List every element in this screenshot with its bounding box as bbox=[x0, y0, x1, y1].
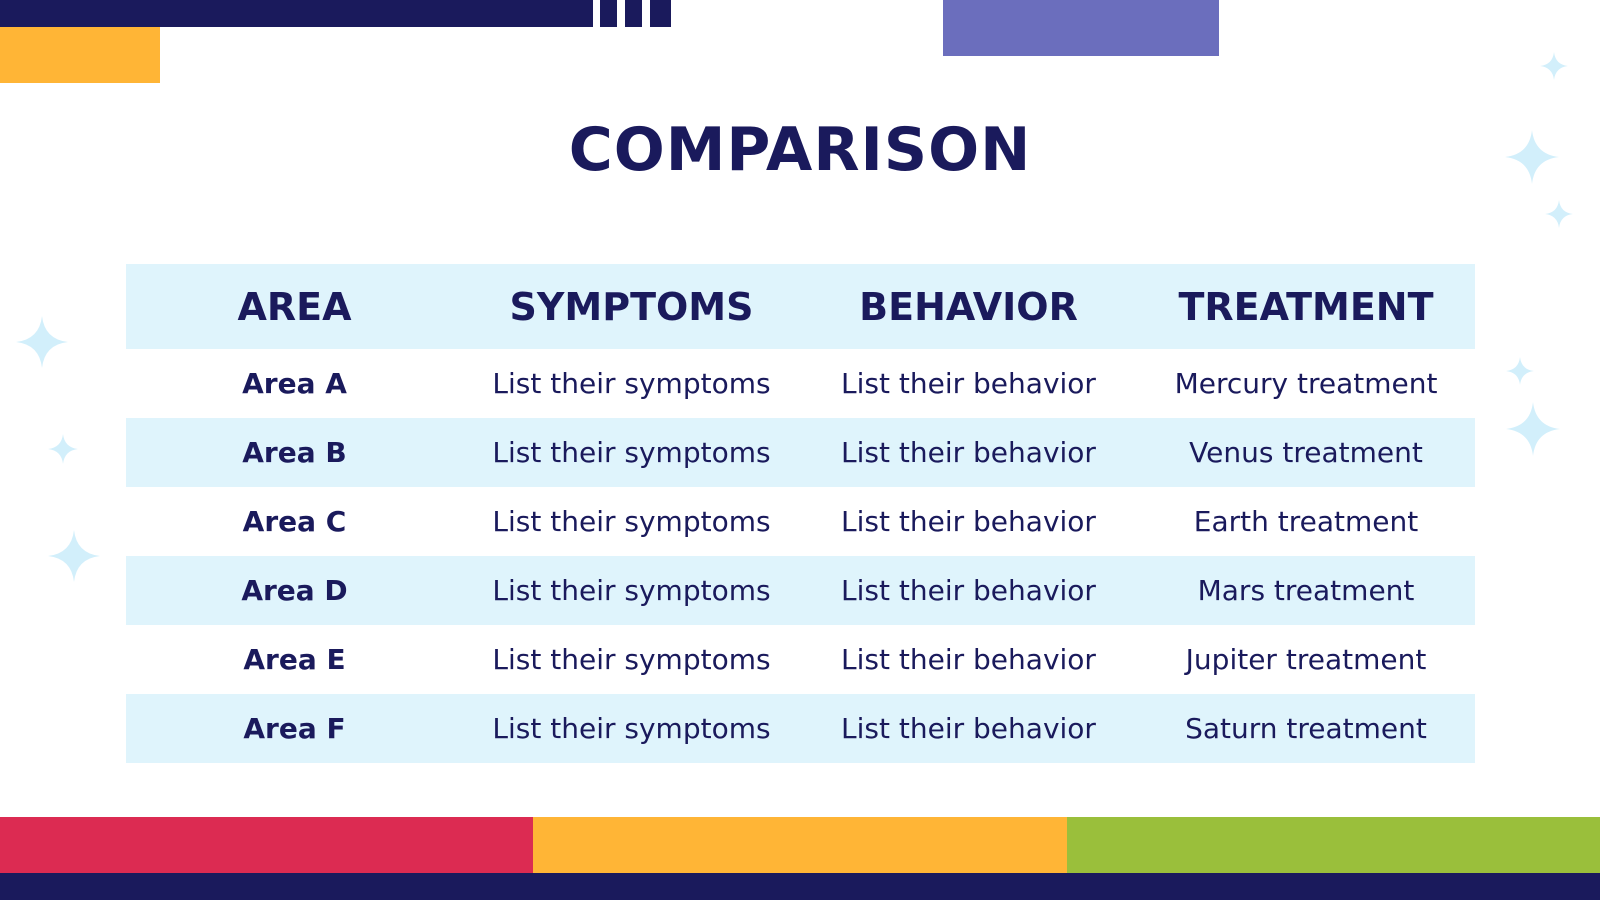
symptoms-cell: List their symptoms bbox=[492, 643, 771, 676]
treatment-cell: Mars treatment bbox=[1197, 574, 1415, 607]
top-orange-block bbox=[0, 27, 160, 83]
bottom-red-stripe bbox=[0, 817, 533, 873]
sparkle-icon bbox=[1545, 200, 1573, 228]
table-row: Area B List their symptoms List their be… bbox=[126, 418, 1475, 487]
sparkle-icon bbox=[48, 530, 100, 582]
treatment-cell: Venus treatment bbox=[1189, 436, 1423, 469]
header-area: AREA bbox=[237, 284, 352, 329]
table-row: Area E List their symptoms List their be… bbox=[126, 625, 1475, 694]
behavior-cell: List their behavior bbox=[841, 436, 1096, 469]
bottom-green-stripe bbox=[1067, 817, 1600, 873]
bottom-orange-stripe bbox=[533, 817, 1067, 873]
area-cell: Area F bbox=[243, 712, 346, 745]
symptoms-cell: List their symptoms bbox=[492, 436, 771, 469]
table-row: Area D List their symptoms List their be… bbox=[126, 556, 1475, 625]
header-treatment: TREATMENT bbox=[1178, 284, 1434, 329]
behavior-cell: List their behavior bbox=[841, 367, 1096, 400]
header-symptoms: SYMPTOMS bbox=[509, 284, 754, 329]
behavior-cell: List their behavior bbox=[841, 643, 1096, 676]
behavior-cell: List their behavior bbox=[841, 712, 1096, 745]
sparkle-icon bbox=[16, 316, 68, 368]
area-cell: Area D bbox=[241, 574, 348, 607]
treatment-cell: Earth treatment bbox=[1193, 505, 1419, 538]
table-row: Area F List their symptoms List their be… bbox=[126, 694, 1475, 763]
sparkle-icon bbox=[1505, 130, 1559, 184]
symptoms-cell: List their symptoms bbox=[492, 712, 771, 745]
top-tick-decoration bbox=[625, 0, 642, 27]
area-cell: Area C bbox=[242, 505, 347, 538]
sparkle-icon bbox=[1506, 402, 1560, 456]
area-cell: Area B bbox=[242, 436, 347, 469]
header-behavior: BEHAVIOR bbox=[859, 284, 1078, 329]
table-row: Area A List their symptoms List their be… bbox=[126, 349, 1475, 418]
top-navy-bar bbox=[0, 0, 593, 27]
sparkle-icon bbox=[1506, 357, 1534, 385]
bottom-navy-bar bbox=[0, 873, 1600, 900]
sparkle-icon bbox=[48, 434, 78, 464]
behavior-cell: List their behavior bbox=[841, 505, 1096, 538]
table-row: Area C List their symptoms List their be… bbox=[126, 487, 1475, 556]
top-tick-decoration bbox=[600, 0, 617, 27]
treatment-cell: Mercury treatment bbox=[1174, 367, 1438, 400]
symptoms-cell: List their symptoms bbox=[492, 367, 771, 400]
treatment-cell: Saturn treatment bbox=[1185, 712, 1427, 745]
comparison-table: AREA SYMPTOMS BEHAVIOR TREATMENT Area A … bbox=[126, 264, 1475, 763]
treatment-cell: Jupiter treatment bbox=[1185, 643, 1427, 676]
table-header-row: AREA SYMPTOMS BEHAVIOR TREATMENT bbox=[126, 264, 1475, 349]
area-cell: Area E bbox=[243, 643, 346, 676]
slide-title: COMPARISON bbox=[568, 115, 1032, 185]
top-purple-block bbox=[943, 0, 1219, 56]
symptoms-cell: List their symptoms bbox=[492, 574, 771, 607]
symptoms-cell: List their symptoms bbox=[492, 505, 771, 538]
sparkle-icon bbox=[1540, 52, 1568, 80]
behavior-cell: List their behavior bbox=[841, 574, 1096, 607]
area-cell: Area A bbox=[242, 367, 347, 400]
top-tick-decoration bbox=[650, 0, 671, 27]
